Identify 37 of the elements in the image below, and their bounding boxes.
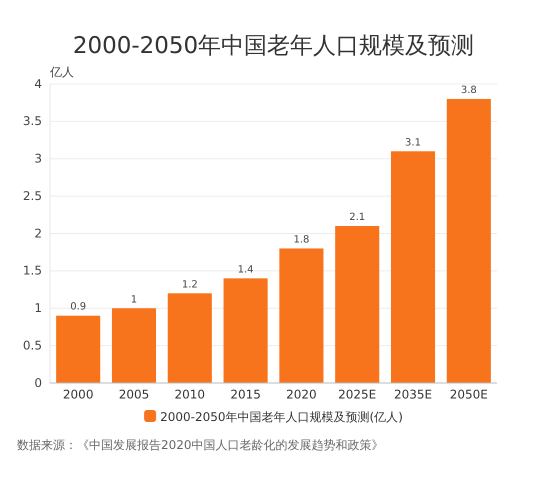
- y-tick-label: 3: [34, 152, 42, 166]
- y-tick-label: 4: [34, 76, 42, 91]
- bar: [390, 151, 436, 383]
- data-label: 3.1: [405, 137, 421, 148]
- data-label: 3.8: [460, 84, 477, 96]
- x-tick-label: 2025E: [338, 388, 376, 402]
- bar: [224, 278, 268, 383]
- x-tick-label: 2010: [174, 388, 206, 402]
- y-tick-label: 3.5: [22, 114, 42, 128]
- x-tick-label: 2020: [286, 388, 317, 402]
- bar: [56, 316, 100, 383]
- data-label: 1.2: [182, 279, 198, 290]
- bar: [446, 98, 491, 383]
- bar: [168, 293, 212, 383]
- bar: [279, 248, 324, 383]
- y-tick-label: 1.5: [22, 264, 42, 278]
- source-note: 数据来源：《中国发展报告2020中国人口老龄化的发展趋势和政策》: [17, 438, 384, 452]
- data-label: 1: [130, 294, 138, 306]
- chart-title: 2000-2050年中国老年人口规模及预测: [72, 33, 474, 59]
- bar: [112, 308, 156, 383]
- x-tick-label: 2050E: [450, 388, 488, 402]
- y-tick-label: 1: [34, 301, 42, 316]
- y-tick-label: 0.5: [22, 338, 42, 352]
- x-tick-label: 2015: [230, 388, 261, 402]
- x-tick-label: 2035E: [394, 388, 432, 402]
- y-tick-label: 0: [34, 376, 42, 390]
- legend-label: 2000-2050年中国老年人口规模及预测(亿人): [160, 410, 403, 424]
- bar: [335, 226, 380, 383]
- y-tick-label: 2: [34, 226, 42, 240]
- data-label: 2.1: [349, 212, 366, 224]
- y-tick-label: 2.5: [22, 188, 42, 203]
- x-tick-label: 2005: [118, 388, 150, 402]
- data-label: 1.8: [293, 234, 310, 246]
- y-axis-title: 亿人: [49, 65, 74, 79]
- x-tick-label: 2000: [62, 388, 94, 402]
- data-label: 0.9: [70, 302, 86, 313]
- data-label: 1.4: [238, 264, 254, 276]
